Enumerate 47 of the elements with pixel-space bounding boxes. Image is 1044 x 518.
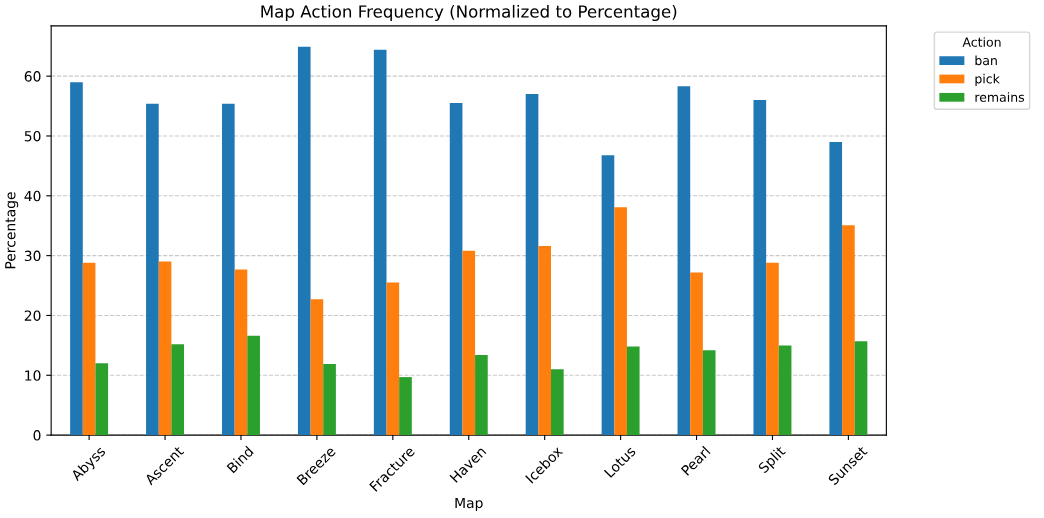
bar [829,141,843,436]
bar [247,335,260,436]
x-axis-title: Map [455,497,483,511]
bar [171,344,185,436]
bar [373,49,387,436]
bar [221,103,235,436]
bar [146,103,159,436]
bar [551,369,564,436]
bar [82,262,96,436]
bar [70,82,83,436]
y-tick-label: 0 [33,430,41,441]
legend-label: remains [975,92,1025,102]
bar [399,377,412,436]
bar [702,350,716,436]
bar [234,269,248,436]
bar [614,207,627,436]
legend-label: pick [975,73,1000,86]
bar [753,100,767,436]
y-tick-label: 40 [24,190,41,202]
bar [158,261,172,436]
y-tick-label: 50 [24,130,41,142]
bar [766,262,779,436]
bar [842,225,855,436]
bar [778,345,792,436]
bar [310,299,324,436]
bar [538,246,552,436]
bar [386,282,400,436]
y-tick-label: 60 [24,71,41,82]
bar [601,155,615,436]
y-tick-label: 20 [24,310,41,321]
bar [525,94,539,436]
bar [677,86,691,436]
y-tick-label: 10 [25,370,41,381]
bar [626,346,640,436]
y-axis-title: Percentage [5,192,19,269]
bar [462,250,476,436]
bar [95,363,109,436]
chart-title: Map Action Frequency (Normalized to Percentage) [261,4,677,22]
bar [297,46,311,436]
bar [690,272,703,436]
y-tick-label: 30 [24,250,41,262]
legend-title: Action [962,37,1001,47]
bar [475,354,488,436]
legend-label: ban [975,55,997,66]
bar [323,363,336,436]
bar [449,103,463,436]
bar [854,341,868,436]
